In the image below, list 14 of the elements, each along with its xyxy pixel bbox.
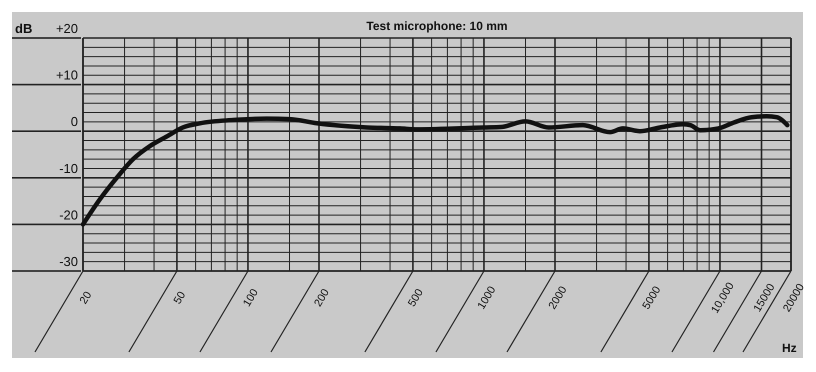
x-tick-label: 200	[312, 287, 332, 309]
chart-title: Test microphone: 10 mm	[366, 19, 508, 33]
y-tick-label: 0	[70, 114, 78, 130]
y-axis-title: dB	[15, 21, 32, 36]
y-tick-label: -30	[59, 254, 78, 269]
y-tick-label: -10	[59, 160, 78, 176]
y-tick-label: +20	[56, 21, 78, 36]
x-tick-label: 20	[78, 290, 94, 306]
x-axis-title: Hz	[782, 341, 797, 355]
x-tick-label: 500	[406, 287, 426, 309]
y-tick-label: -20	[59, 207, 78, 222]
x-tick-label: 100	[241, 287, 261, 309]
y-tick-label: +10	[56, 68, 78, 83]
x-tick-label: 50	[172, 290, 188, 306]
